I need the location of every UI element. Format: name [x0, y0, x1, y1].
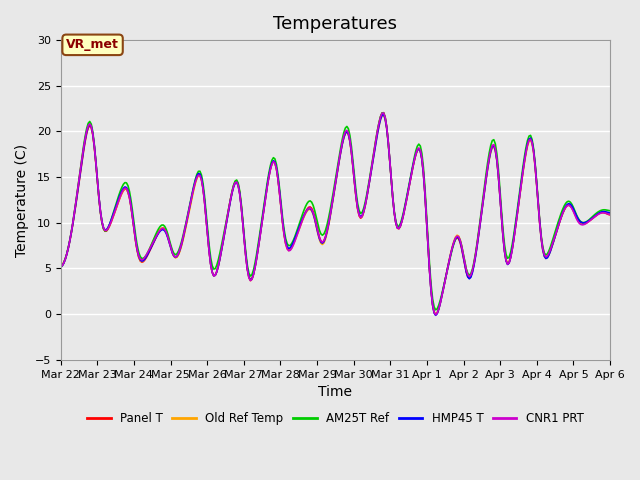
Old Ref Temp	[57, 263, 65, 269]
AM25T Ref	[239, 217, 246, 223]
Title: Temperatures: Temperatures	[273, 15, 397, 33]
HMP45 T	[297, 220, 305, 226]
X-axis label: Time: Time	[318, 385, 353, 399]
Panel T	[124, 190, 132, 195]
Old Ref Temp	[248, 276, 256, 282]
Old Ref Temp	[606, 211, 614, 217]
HMP45 T	[579, 220, 586, 226]
CNR1 PRT	[239, 220, 246, 226]
Panel T	[380, 110, 387, 116]
AM25T Ref	[57, 264, 65, 270]
HMP45 T	[221, 231, 228, 237]
AM25T Ref	[432, 307, 440, 312]
Panel T	[239, 219, 246, 225]
Y-axis label: Temperature (C): Temperature (C)	[15, 144, 29, 256]
AM25T Ref	[221, 228, 228, 233]
Old Ref Temp	[579, 221, 586, 227]
Panel T	[579, 221, 586, 227]
Legend: Panel T, Old Ref Temp, AM25T Ref, HMP45 T, CNR1 PRT: Panel T, Old Ref Temp, AM25T Ref, HMP45 …	[83, 407, 588, 430]
CNR1 PRT	[380, 110, 387, 116]
CNR1 PRT	[297, 221, 305, 227]
Panel T	[606, 212, 614, 218]
Panel T	[432, 312, 440, 318]
HMP45 T	[239, 220, 246, 226]
CNR1 PRT	[57, 264, 65, 270]
Old Ref Temp	[380, 112, 387, 118]
Line: AM25T Ref: AM25T Ref	[61, 113, 610, 310]
Text: VR_met: VR_met	[66, 38, 119, 51]
CNR1 PRT	[432, 312, 440, 318]
CNR1 PRT	[579, 222, 586, 228]
CNR1 PRT	[124, 189, 132, 194]
AM25T Ref	[248, 272, 256, 277]
Old Ref Temp	[297, 222, 305, 228]
AM25T Ref	[124, 183, 132, 189]
HMP45 T	[248, 276, 256, 282]
AM25T Ref	[579, 220, 586, 226]
Panel T	[297, 220, 305, 226]
HMP45 T	[606, 210, 614, 216]
Old Ref Temp	[239, 219, 246, 225]
Line: Panel T: Panel T	[61, 113, 610, 315]
HMP45 T	[124, 188, 132, 193]
CNR1 PRT	[221, 230, 228, 236]
Panel T	[248, 276, 256, 281]
CNR1 PRT	[606, 212, 614, 217]
Line: HMP45 T: HMP45 T	[61, 115, 610, 315]
Panel T	[57, 264, 65, 269]
CNR1 PRT	[248, 276, 256, 282]
Old Ref Temp	[124, 189, 132, 195]
HMP45 T	[432, 312, 440, 318]
AM25T Ref	[380, 110, 387, 116]
Old Ref Temp	[432, 311, 440, 317]
HMP45 T	[380, 112, 387, 118]
Line: Old Ref Temp: Old Ref Temp	[61, 115, 610, 314]
AM25T Ref	[606, 208, 614, 214]
AM25T Ref	[297, 216, 305, 222]
Old Ref Temp	[221, 231, 228, 237]
Line: CNR1 PRT: CNR1 PRT	[61, 113, 610, 315]
HMP45 T	[57, 264, 65, 270]
Panel T	[221, 230, 228, 236]
